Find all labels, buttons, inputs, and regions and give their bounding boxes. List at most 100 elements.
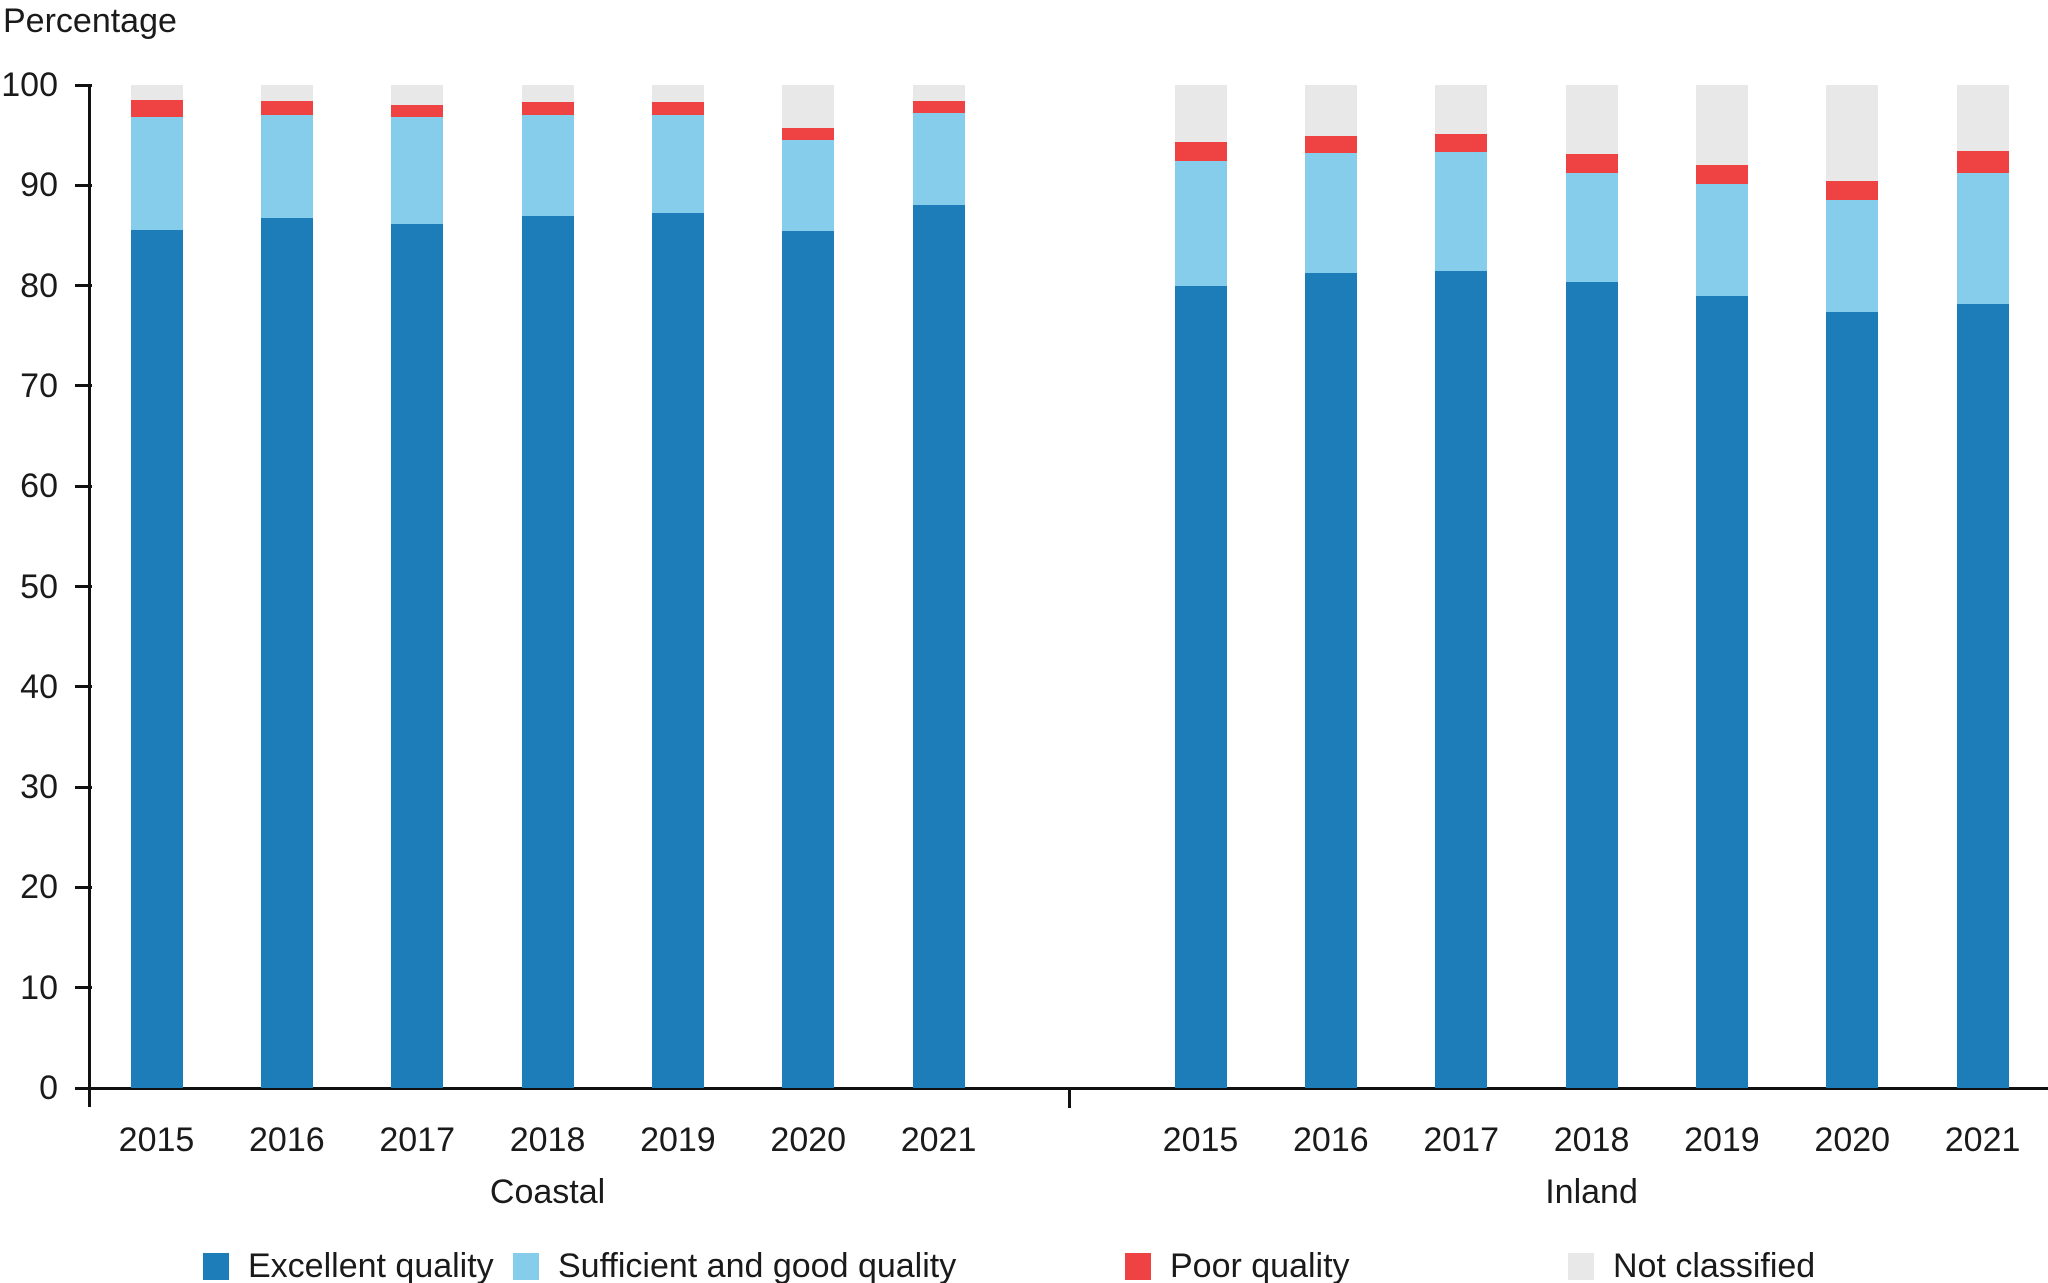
legend-label: Excellent quality: [248, 1247, 494, 1283]
bar-segment-not-classified: [521, 85, 574, 103]
x-tick-label: 2021: [900, 1121, 977, 1159]
x-tick-label: 2015: [1162, 1121, 1239, 1159]
bar-segment-poor-quality: [1826, 181, 1879, 201]
group-label: Coastal: [489, 1173, 606, 1211]
bar-segment-excellent-quality: [391, 224, 444, 1088]
bar-segment-poor-quality: [782, 128, 835, 141]
bar-segment-sufficient-and-good-quality: [912, 113, 965, 206]
bar-segment-sufficient-and-good-quality: [130, 117, 183, 231]
y-tick-label: 0: [39, 1069, 58, 1107]
bar-segment-excellent-quality: [130, 230, 183, 1088]
x-tick-label: 2019: [640, 1121, 716, 1159]
bar-segment-not-classified: [1174, 85, 1227, 143]
group-label: Inland: [1545, 1173, 1638, 1211]
bar-segment-sufficient-and-good-quality: [1174, 161, 1227, 286]
legend-swatch: [203, 1252, 229, 1280]
y-tick-label: 80: [20, 266, 58, 305]
y-tick-label: 20: [20, 868, 58, 907]
y-tick: [75, 284, 92, 288]
y-tick-label: 100: [1, 66, 58, 104]
x-tick-label: 2021: [1944, 1121, 2021, 1159]
y-tick-label: 30: [20, 768, 58, 807]
x-tick-label: 2016: [1293, 1121, 1369, 1159]
bar-segment-poor-quality: [1435, 134, 1488, 153]
bar-segment-not-classified: [912, 85, 965, 102]
bar-segment-sufficient-and-good-quality: [521, 115, 574, 217]
bar-segment-excellent-quality: [1174, 285, 1227, 1088]
x-tick-label: 2015: [118, 1121, 195, 1159]
y-tick-label: 90: [20, 166, 58, 205]
bar-segment-not-classified: [782, 85, 835, 129]
bar-segment-not-classified: [1435, 85, 1488, 135]
bar-segment-poor-quality: [1695, 165, 1748, 185]
bar-segment-sufficient-and-good-quality: [260, 115, 313, 219]
bar-segment-excellent-quality: [521, 216, 574, 1088]
x-tick-label: 2017: [1423, 1121, 1500, 1159]
bar-segment-poor-quality: [391, 105, 444, 118]
bar-segment-not-classified: [1695, 85, 1748, 166]
bar-segment-poor-quality: [1304, 136, 1357, 154]
bar-segment-poor-quality: [651, 102, 704, 116]
bar-segment-sufficient-and-good-quality: [1956, 173, 2009, 304]
bar-segment-not-classified: [1304, 85, 1357, 137]
bar-segment-excellent-quality: [1565, 281, 1618, 1088]
bar-segment-not-classified: [130, 85, 183, 101]
bar-segment-excellent-quality: [1435, 270, 1488, 1088]
y-tick: [75, 986, 92, 990]
legend-label: Poor quality: [1170, 1247, 1350, 1283]
bar-segment-not-classified: [260, 85, 313, 102]
legend-label: Not classified: [1613, 1247, 1816, 1283]
legend-swatch: [513, 1252, 539, 1280]
bar-segment-not-classified: [1826, 85, 1879, 182]
y-tick: [75, 685, 92, 689]
y-tick-label: 60: [20, 467, 58, 506]
y-axis-line: [88, 84, 91, 1107]
bar-segment-not-classified: [391, 85, 444, 106]
x-tick-label: 2019: [1684, 1121, 1760, 1159]
bar-segment-poor-quality: [260, 101, 313, 116]
y-tick: [75, 885, 92, 889]
bar-segment-poor-quality: [130, 100, 183, 118]
y-tick: [75, 183, 92, 187]
legend-item-not-classified: Not classified: [1568, 1247, 1816, 1283]
bar-segment-excellent-quality: [1826, 311, 1879, 1088]
bar-segment-excellent-quality: [1304, 272, 1357, 1088]
y-tick: [75, 484, 92, 488]
bar-segment-excellent-quality: [782, 231, 835, 1088]
bar-segment-sufficient-and-good-quality: [651, 115, 704, 214]
y-tick-label: 70: [20, 366, 58, 405]
bar-segment-not-classified: [651, 85, 704, 103]
bar-segment-sufficient-and-good-quality: [1565, 173, 1618, 282]
legend-item-excellent-quality: Excellent quality: [203, 1247, 494, 1283]
legend-swatch: [1125, 1252, 1151, 1280]
bar-segment-not-classified: [1565, 85, 1618, 155]
y-tick: [75, 83, 92, 87]
bar-segment-sufficient-and-good-quality: [1826, 200, 1879, 312]
bar-segment-excellent-quality: [1956, 303, 2009, 1088]
x-tick-label: 2017: [379, 1121, 456, 1159]
x-tick-label: 2018: [1553, 1121, 1630, 1159]
bar-segment-poor-quality: [521, 102, 574, 116]
group-divider-tick: [1068, 1088, 1071, 1108]
y-axis-title: Percentage: [3, 2, 177, 40]
y-tick: [75, 585, 92, 588]
x-axis-line: [75, 1087, 2048, 1090]
y-tick-label: 40: [20, 667, 58, 706]
x-tick-label: 2020: [1814, 1121, 1891, 1159]
bar-segment-not-classified: [1956, 85, 2009, 152]
bar-segment-poor-quality: [1565, 154, 1618, 174]
bar-segment-excellent-quality: [912, 205, 965, 1088]
bar-segment-poor-quality: [1956, 151, 2009, 174]
legend-label: Sufficient and good quality: [558, 1247, 957, 1283]
legend-item-sufficient-and-good-quality: Sufficient and good quality: [513, 1247, 957, 1283]
legend-swatch: [1568, 1252, 1594, 1280]
x-tick-label: 2016: [249, 1121, 325, 1159]
bar-segment-sufficient-and-good-quality: [782, 140, 835, 232]
bar-segment-sufficient-and-good-quality: [1304, 153, 1357, 273]
y-tick-label: 50: [20, 567, 58, 606]
bar-segment-sufficient-and-good-quality: [1435, 152, 1488, 271]
bar-segment-poor-quality: [1174, 142, 1227, 162]
y-tick: [75, 785, 92, 789]
x-tick-label: 2018: [509, 1121, 586, 1159]
